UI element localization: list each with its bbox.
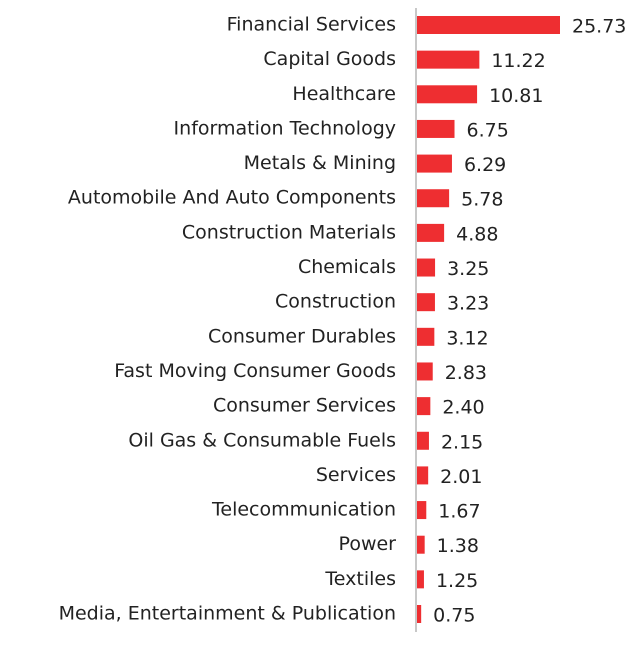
value-label: 0.75 [433, 605, 475, 627]
bar [417, 16, 560, 34]
bar [417, 85, 478, 104]
value-label: 25.73 [572, 16, 626, 38]
value-label: 2.15 [441, 431, 483, 453]
value-label: 5.78 [461, 189, 503, 211]
value-label: 11.22 [491, 50, 545, 72]
category-label: Capital Goods [263, 48, 396, 70]
bar [417, 535, 425, 554]
category-label: Fast Moving Consumer Goods [114, 360, 396, 382]
value-label: 1.38 [437, 535, 479, 557]
bar [417, 431, 429, 450]
bar [417, 466, 429, 485]
value-label: 2.40 [442, 397, 484, 419]
category-label: Consumer Durables [208, 325, 396, 347]
category-label: Media, Entertainment & Publication [59, 603, 396, 625]
category-label: Metals & Mining [244, 152, 396, 174]
value-label: 3.12 [446, 327, 488, 349]
bar [417, 223, 445, 242]
bar [417, 605, 422, 623]
category-label: Services [316, 464, 396, 486]
bar [417, 258, 436, 277]
category-label: Automobile And Auto Components [68, 187, 396, 209]
value-label: 6.29 [464, 154, 506, 176]
value-label: 6.75 [467, 119, 509, 141]
bar [417, 362, 433, 381]
category-label: Power [339, 533, 397, 555]
category-label: Textiles [324, 568, 396, 590]
value-label: 2.01 [440, 466, 482, 488]
value-label: 3.25 [447, 258, 489, 280]
bar [417, 397, 431, 416]
category-label: Financial Services [227, 14, 396, 36]
value-label: 2.83 [445, 362, 487, 384]
bar [417, 119, 455, 138]
value-label: 10.81 [489, 85, 543, 107]
category-label: Oil Gas & Consumable Fuels [128, 429, 396, 451]
category-label: Healthcare [292, 83, 396, 105]
bar [417, 154, 452, 173]
category-label: Chemicals [298, 256, 396, 278]
bar [417, 189, 450, 208]
bar [417, 293, 435, 312]
value-label: 1.67 [438, 501, 480, 523]
value-label: 3.23 [447, 293, 489, 315]
bar [417, 501, 427, 520]
bar [417, 50, 480, 69]
value-label: 1.25 [436, 570, 478, 592]
category-label: Construction [275, 291, 396, 313]
category-label: Construction Materials [182, 221, 396, 243]
category-label: Consumer Services [213, 395, 396, 417]
bar [417, 570, 424, 589]
value-label: 4.88 [456, 223, 498, 245]
category-label: Telecommunication [211, 499, 396, 521]
category-label: Information Technology [174, 117, 396, 139]
bar [417, 327, 435, 346]
